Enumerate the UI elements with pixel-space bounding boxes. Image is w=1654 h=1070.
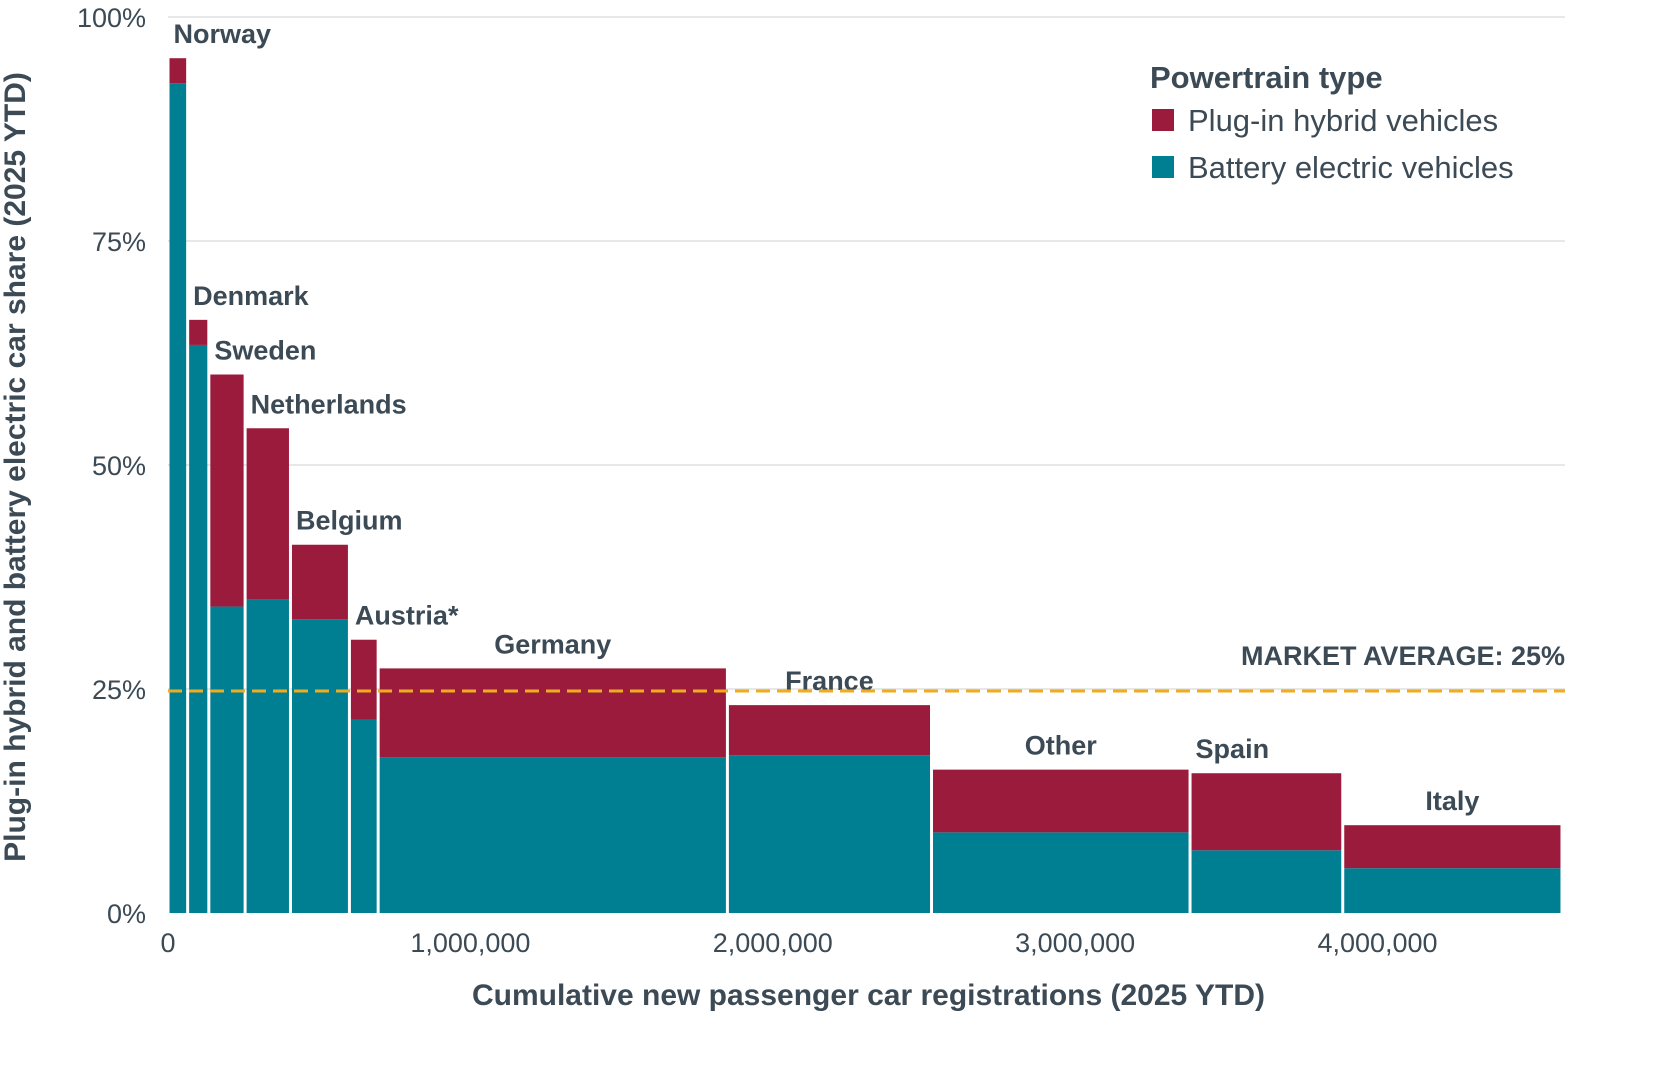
y-tick-label: 50% <box>92 451 146 481</box>
y-tick-label: 0% <box>107 899 146 929</box>
market-average-label: MARKET AVERAGE: 25% <box>1241 641 1565 671</box>
bar-phev-other <box>933 769 1189 833</box>
bar-phev-netherlands <box>246 428 289 600</box>
category-label-denmark: Denmark <box>193 281 310 311</box>
bar-phev-norway <box>169 58 187 84</box>
category-label-sweden: Sweden <box>214 336 316 366</box>
category-label-netherlands: Netherlands <box>251 389 407 419</box>
category-label-germany: Germany <box>494 629 611 659</box>
legend-label-battery-electric: Battery electric vehicles <box>1188 150 1514 185</box>
bar-bev-spain <box>1191 850 1342 913</box>
bar-phev-sweden <box>210 374 244 607</box>
y-tick-label: 100% <box>77 3 146 33</box>
bar-bev-denmark <box>189 344 208 913</box>
bar-phev-italy <box>1344 825 1561 869</box>
y-axis-title: Plug-in hybrid and battery electric car … <box>0 72 32 862</box>
bar-phev-belgium <box>291 544 348 620</box>
gridlines <box>168 16 1565 690</box>
market-average: MARKET AVERAGE: 25% <box>168 641 1565 693</box>
category-label-italy: Italy <box>1425 786 1479 816</box>
legend: Powertrain type Plug-in hybrid vehicles … <box>1150 60 1514 185</box>
legend-swatch-plug-in-hybrid <box>1152 109 1174 131</box>
bar-bev-netherlands <box>246 599 289 913</box>
bar-bev-belgium <box>291 619 348 913</box>
category-labels: Norway Denmark Sweden Netherlands Belgium Aus… <box>174 19 1480 816</box>
x-tick-label: 1,000,000 <box>410 928 530 958</box>
bar-bev-sweden <box>210 606 244 913</box>
bar-bev-other <box>933 832 1189 913</box>
bar-phev-spain <box>1191 773 1342 851</box>
bar-phev-denmark <box>189 319 208 345</box>
legend-label-plug-in-hybrid: Plug-in hybrid vehicles <box>1188 103 1498 138</box>
x-tick-label: 3,000,000 <box>1015 928 1135 958</box>
bar-bev-france <box>728 755 931 913</box>
legend-swatch-battery-electric <box>1152 156 1174 178</box>
x-tick-label: 0 <box>160 928 175 958</box>
bar-bev-norway <box>169 83 187 913</box>
category-label-spain: Spain <box>1196 734 1270 764</box>
y-tick-label: 25% <box>92 675 146 705</box>
y-axis-ticks: 0% 25% 50% 75% 100% <box>77 3 146 929</box>
category-label-belgium: Belgium <box>296 506 403 536</box>
bar-phev-france <box>728 705 931 756</box>
bar-bev-germany <box>379 757 726 913</box>
bars <box>169 58 1561 913</box>
bar-phev-germany <box>379 668 726 758</box>
category-label-austria: Austria* <box>355 601 459 631</box>
x-tick-label: 4,000,000 <box>1317 928 1437 958</box>
legend-title: Powertrain type <box>1150 60 1383 95</box>
x-tick-label: 2,000,000 <box>713 928 833 958</box>
y-tick-label: 75% <box>92 227 146 257</box>
bar-bev-italy <box>1344 868 1561 913</box>
x-axis-title: Cumulative new passenger car registratio… <box>472 979 1265 1012</box>
category-label-norway: Norway <box>174 19 272 49</box>
x-axis-ticks: 0 1,000,000 2,000,000 3,000,000 4,000,000 <box>160 928 1437 958</box>
category-label-other: Other <box>1025 731 1098 761</box>
bar-bev-austria <box>350 719 377 913</box>
bar-phev-austria <box>350 639 377 720</box>
